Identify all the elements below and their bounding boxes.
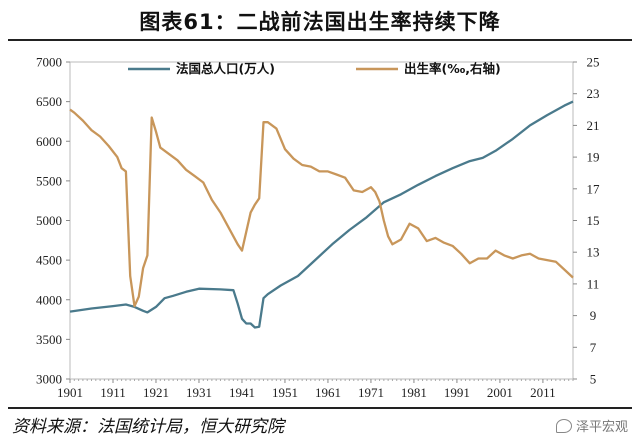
figure-title: 图表61：二战前法国出生率持续下降 [139, 10, 501, 34]
y-right-tick-label: 15 [587, 213, 600, 228]
x-tick-label: 1991 [444, 385, 470, 400]
y-right-tick-label: 25 [587, 55, 600, 70]
y-right-tick-label: 5 [590, 372, 597, 387]
x-tick-label: 1911 [100, 385, 126, 400]
x-tick-label: 1961 [315, 385, 341, 400]
x-tick-label: 2011 [530, 385, 556, 400]
plot-frame [69, 61, 574, 380]
y-left-tick-label: 3000 [36, 372, 62, 387]
y-left-tick-label: 6000 [36, 134, 62, 149]
y-right-tick-label: 9 [590, 308, 597, 323]
y-right-tick-label: 11 [587, 276, 600, 291]
source-rule [8, 407, 632, 409]
y-left-tick-label: 4000 [36, 292, 62, 307]
series-line-birthrate [69, 108, 574, 308]
y-left-tick-label: 5000 [36, 213, 62, 228]
wechat-icon [555, 419, 572, 433]
y-right-tick-label: 17 [587, 181, 601, 196]
watermark-label: 泽平宏观 [575, 420, 628, 435]
y-right-tick-label: 23 [587, 86, 600, 101]
x-tick-label: 1941 [229, 385, 255, 400]
y-left-tick-label: 7000 [36, 55, 62, 70]
x-tick-label: 1901 [57, 385, 83, 400]
chart-series [69, 100, 574, 329]
y-right-tick-label: 7 [590, 340, 597, 355]
y-right-tick-label: 13 [587, 245, 600, 260]
title-rule [8, 39, 632, 41]
y-left-tick-label: 5500 [36, 173, 62, 188]
series-line-population [69, 100, 574, 329]
chart-axes: 3000 3500 4000 4500 5000 5500 6000 6500 7000 5 7 9 1… [36, 55, 600, 401]
x-tick-label: 1981 [401, 385, 427, 400]
y-left-tick-label: 6500 [36, 94, 62, 109]
x-tick-label: 1921 [143, 385, 169, 400]
x-tick-label: 1931 [186, 385, 212, 400]
y-right-tick-label: 21 [587, 118, 600, 133]
chart-legend: 法国总人口(万人) 出生率(‰,右轴) [128, 61, 501, 76]
legend-label-population: 法国总人口(万人) [176, 61, 275, 76]
watermark: 泽平宏观 [555, 416, 628, 435]
source-note: 资料来源：法国统计局，恒大研究院 [12, 417, 284, 437]
y-right-tick-label: 19 [587, 150, 600, 165]
y-left-tick-label: 4500 [36, 253, 62, 268]
x-tick-label: 1971 [358, 385, 384, 400]
y-left-tick-label: 3500 [36, 332, 62, 347]
x-tick-label: 2001 [487, 385, 513, 400]
legend-label-birthrate: 出生率(‰,右轴) [404, 61, 501, 76]
x-tick-label: 1951 [272, 385, 298, 400]
